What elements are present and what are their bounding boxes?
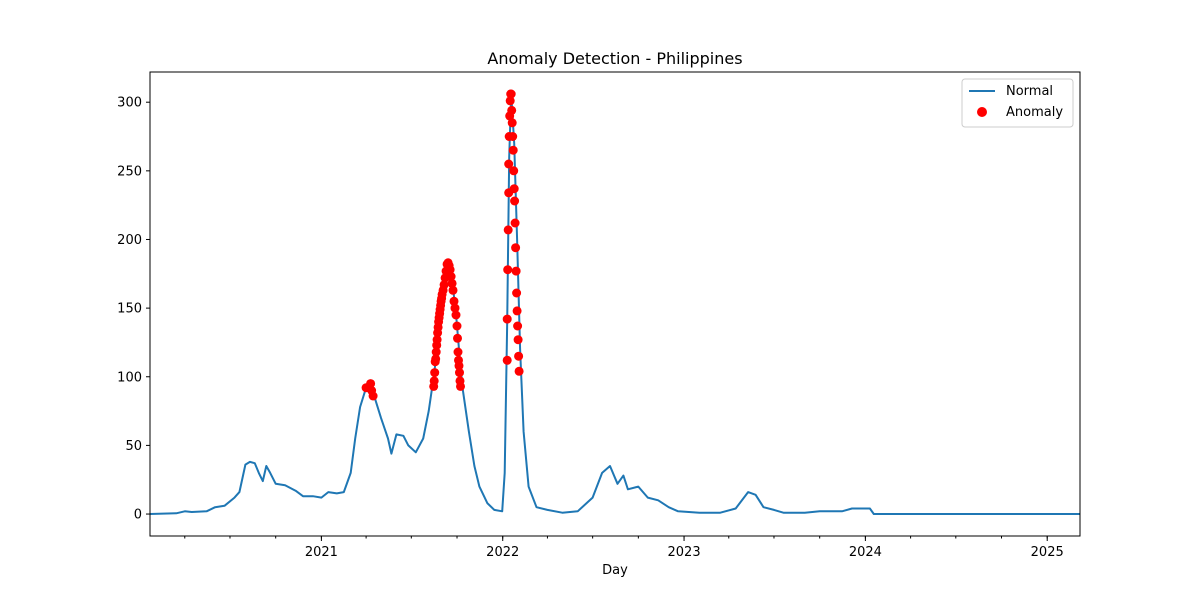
x-tick-label: 2021 — [305, 545, 338, 560]
anomaly-point — [510, 196, 520, 206]
anomaly-point — [454, 361, 464, 371]
anomaly-point — [505, 96, 515, 106]
y-tick-label: 50 — [125, 439, 142, 454]
x-axis-label: Day — [602, 563, 628, 578]
legend-anomaly-label: Anomaly — [1006, 105, 1063, 120]
anomaly-points — [361, 89, 524, 401]
anomaly-point — [508, 145, 518, 155]
anomaly-point — [502, 314, 512, 324]
anomaly-point — [431, 347, 441, 357]
plot-frame — [149, 71, 1081, 537]
y-tick-label: 100 — [117, 370, 142, 385]
anomaly-point — [446, 272, 456, 281]
x-tick-label: 2022 — [486, 545, 519, 560]
x-tick-label: 2023 — [668, 545, 701, 560]
anomaly-point — [429, 376, 439, 386]
legend: Normal Anomaly — [961, 78, 1074, 128]
anomaly-point — [503, 265, 513, 275]
anomaly-point — [453, 333, 462, 343]
anomaly-point — [366, 379, 376, 389]
anomaly-point — [456, 381, 465, 391]
anomaly-point — [504, 159, 514, 169]
anomaly-point — [447, 278, 457, 288]
anomaly-point — [511, 243, 521, 253]
x-tick-label: 2025 — [1031, 545, 1064, 560]
legend-normal-label: Normal — [1006, 84, 1053, 99]
anomaly-point — [511, 266, 521, 276]
anomaly-point — [509, 184, 519, 194]
anomaly-point — [512, 288, 522, 298]
anomaly-point — [507, 118, 517, 128]
anomaly-point — [439, 280, 449, 290]
y-tick-label: 150 — [117, 302, 142, 317]
anomaly-point — [452, 321, 462, 331]
y-tick-label: 200 — [117, 233, 142, 248]
anomaly-point — [430, 368, 440, 378]
y-axis: 0 50 100 150 200 250 300 — [117, 96, 150, 523]
anomaly-point — [514, 366, 524, 376]
anomaly-point — [450, 303, 460, 313]
legend-anomaly-swatch — [977, 107, 987, 117]
anomaly-point — [448, 285, 458, 295]
anomaly-point — [449, 296, 459, 306]
x-axis: 2021 2022 2023 2024 2025 — [184, 536, 1064, 560]
x-tick-label: 2024 — [849, 545, 882, 560]
anomaly-point — [512, 306, 522, 316]
anomaly-point — [508, 132, 518, 141]
anomaly-point — [503, 225, 513, 235]
anomaly-point — [453, 347, 463, 357]
anomaly-point — [445, 265, 455, 275]
anomaly-point — [431, 354, 441, 364]
anomaly-point — [513, 321, 523, 331]
anomaly-point — [502, 355, 512, 365]
y-tick-label: 0 — [134, 508, 142, 523]
y-tick-label: 250 — [117, 164, 142, 179]
anomaly-point — [509, 166, 519, 176]
anomaly-point — [432, 335, 442, 345]
anomaly-point — [514, 351, 524, 361]
anomaly-point — [451, 310, 461, 320]
anomaly-point — [513, 335, 523, 345]
anomaly-point — [507, 105, 517, 115]
anomaly-point — [368, 391, 378, 401]
anomaly-point — [455, 368, 464, 378]
y-tick-label: 300 — [117, 96, 142, 111]
anomaly-point — [510, 218, 520, 228]
anomaly-point — [506, 89, 516, 99]
chart-title: Anomaly Detection - Philippines — [487, 49, 742, 68]
